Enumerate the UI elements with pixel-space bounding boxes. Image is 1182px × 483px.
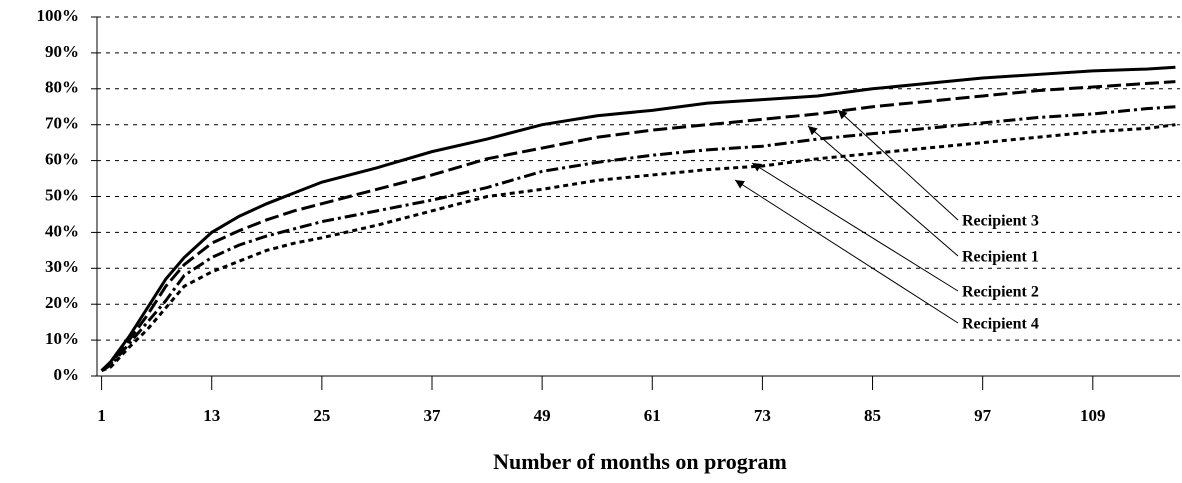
annotation-arrow	[837, 109, 959, 221]
annotation-arrow	[807, 125, 959, 257]
x-tick-label: 109	[1080, 406, 1106, 425]
y-tick-label: 80%	[45, 78, 79, 97]
x-tick-label: 73	[754, 406, 771, 425]
y-tick-label: 90%	[45, 42, 79, 61]
x-tick-label: 25	[313, 406, 330, 425]
x-axis-title: Number of months on program	[493, 449, 787, 474]
x-tick-label: 1	[97, 406, 106, 425]
annotation-label: Recipient 2	[962, 284, 1039, 301]
x-tick-label: 49	[534, 406, 551, 425]
annotation-arrow	[751, 162, 959, 292]
y-tick-label: 30%	[45, 257, 79, 276]
annotation-arrow	[734, 179, 959, 324]
x-tick-label: 97	[974, 406, 992, 425]
x-tick-label: 85	[864, 406, 881, 425]
y-tick-label: 20%	[45, 293, 79, 312]
annotation-label: Recipient 3	[962, 213, 1039, 230]
y-tick-label: 50%	[45, 185, 79, 204]
x-tick-label: 37	[423, 406, 441, 425]
x-tick-label: 61	[644, 406, 661, 425]
y-tick-label: 60%	[45, 150, 79, 169]
y-tick-label: 100%	[37, 6, 80, 25]
y-tick-label: 70%	[45, 114, 79, 133]
series-line	[100, 105, 1176, 372]
annotation-label: Recipient 4	[962, 316, 1039, 333]
y-tick-label: 0%	[54, 365, 80, 384]
x-tick-label: 13	[203, 406, 220, 425]
y-tick-label: 40%	[45, 221, 79, 240]
series-line	[100, 80, 1176, 372]
series-line	[101, 123, 1176, 373]
series-line	[100, 65, 1176, 372]
annotation-label: Recipient 1	[962, 249, 1039, 266]
y-tick-label: 10%	[45, 329, 79, 348]
